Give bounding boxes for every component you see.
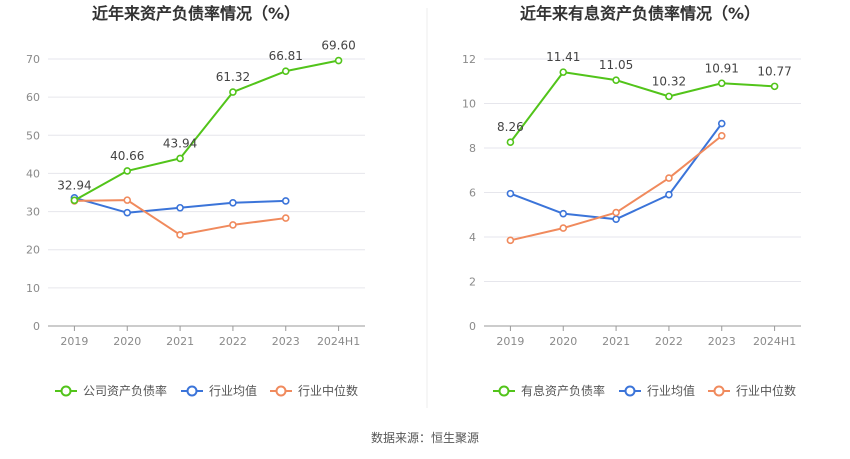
data-point[interactable] [70, 196, 79, 205]
y-tick-label: 6 [469, 187, 476, 200]
y-tick-label: 70 [26, 53, 40, 66]
data-point[interactable] [717, 79, 726, 88]
data-point[interactable] [612, 215, 620, 223]
data-point[interactable] [123, 167, 132, 175]
x-tick-label: 2022 [219, 335, 247, 348]
legend-item[interactable]: 公司资产负债率 [55, 383, 167, 398]
data-point[interactable] [665, 92, 673, 101]
data-point[interactable] [665, 190, 673, 199]
legend-swatch-marker [275, 385, 287, 397]
legend-swatch-marker [713, 385, 725, 397]
data-point[interactable] [176, 203, 184, 212]
data-label: 61.32 [216, 70, 250, 84]
data-point[interactable] [506, 236, 515, 245]
y-tick-label: 20 [26, 244, 40, 257]
data-label: 69.60 [321, 39, 355, 53]
legend-swatch-marker [498, 385, 510, 397]
data-label: 11.05 [599, 58, 633, 72]
x-tick-label: 2023 [272, 335, 300, 348]
data-label: 32.94 [57, 178, 91, 192]
x-tick-label: 2021 [602, 335, 630, 348]
legend-swatch-marker [186, 385, 198, 397]
legend-label: 行业均值 [647, 383, 695, 398]
data-point[interactable] [229, 88, 237, 96]
y-tick-label: 10 [462, 98, 476, 111]
x-tick-label: 2020 [549, 335, 577, 348]
data-point[interactable] [612, 76, 620, 84]
y-tick-label: 0 [469, 320, 476, 333]
data-point[interactable] [281, 214, 290, 222]
data-label: 43.94 [163, 136, 197, 150]
data-label: 66.81 [269, 49, 303, 63]
data-point[interactable] [717, 119, 726, 128]
y-tick-label: 12 [462, 53, 476, 66]
data-point[interactable] [612, 208, 620, 217]
data-point[interactable] [559, 68, 568, 76]
y-tick-label: 10 [26, 282, 40, 295]
y-tick-label: 8 [469, 142, 476, 155]
x-tick-label: 2024H1 [317, 335, 360, 348]
data-point[interactable] [770, 82, 779, 91]
y-tick-label: 60 [26, 91, 40, 104]
chart-panel-debt-ratio: 近年来资产负债率情况（%） 0 10 20 30 40 50 60 70 2019 2020 2021… [26, 4, 365, 398]
data-label: 8.26 [497, 120, 524, 134]
data-point[interactable] [123, 196, 132, 204]
data-point[interactable] [176, 231, 184, 239]
legend-label: 行业均值 [209, 383, 257, 398]
y-tick-label: 0 [33, 320, 40, 333]
data-label: 40.66 [110, 149, 144, 163]
x-tick-label: 2019 [60, 335, 88, 348]
data-point[interactable] [281, 67, 290, 75]
data-point[interactable] [229, 198, 237, 207]
x-tick-label: 2024H1 [753, 335, 796, 348]
series-line [73, 59, 339, 202]
data-label: 10.91 [705, 61, 739, 75]
chart-title: 近年来有息资产负债率情况（%） [520, 4, 760, 23]
legend-label: 公司资产负债率 [83, 383, 167, 398]
data-point[interactable] [559, 209, 568, 218]
data-label: 10.32 [652, 74, 686, 88]
x-tick-label: 2021 [166, 335, 194, 348]
legend-item[interactable]: 有息资产负债率 [493, 383, 605, 398]
chart-panel-interest-bearing-debt-ratio: 近年来有息资产负债率情况（%） 0 2 4 6 8 10 12 2019 2020 2021 2022… [462, 4, 801, 398]
series-line [510, 134, 723, 242]
x-tick-label: 2023 [708, 335, 736, 348]
legend-item[interactable]: 行业中位数 [708, 383, 796, 398]
data-source-note: 数据来源：恒生聚源 [371, 430, 479, 445]
data-point[interactable] [176, 154, 184, 163]
series-line [509, 71, 775, 143]
legend-swatch-marker [60, 385, 72, 397]
data-point[interactable] [559, 224, 568, 232]
y-tick-label: 50 [26, 129, 40, 142]
data-point[interactable] [334, 56, 343, 65]
x-tick-label: 2019 [496, 335, 524, 348]
data-point[interactable] [717, 131, 726, 140]
y-tick-label: 40 [26, 167, 40, 180]
data-label: 10.77 [757, 64, 791, 78]
series-line [510, 122, 723, 221]
data-point[interactable] [281, 197, 290, 205]
legend-item[interactable]: 行业中位数 [270, 383, 358, 398]
chart-title: 近年来资产负债率情况（%） [92, 4, 300, 23]
y-tick-label: 2 [469, 276, 476, 289]
legend-label: 有息资产负债率 [521, 383, 605, 398]
legend-label: 行业中位数 [298, 383, 358, 398]
data-point[interactable] [506, 189, 515, 198]
x-tick-label: 2020 [113, 335, 141, 348]
data-point[interactable] [665, 174, 673, 182]
x-tick-label: 2022 [655, 335, 683, 348]
y-tick-label: 4 [469, 231, 476, 244]
legend-swatch-marker [624, 385, 636, 397]
legend-item[interactable]: 行业均值 [619, 383, 695, 398]
data-point[interactable] [506, 138, 515, 147]
data-point[interactable] [229, 221, 237, 229]
data-point[interactable] [123, 208, 132, 217]
data-label: 11.41 [546, 50, 580, 64]
y-tick-label: 30 [26, 206, 40, 219]
legend-label: 行业中位数 [736, 383, 796, 398]
legend-item[interactable]: 行业均值 [181, 383, 257, 398]
